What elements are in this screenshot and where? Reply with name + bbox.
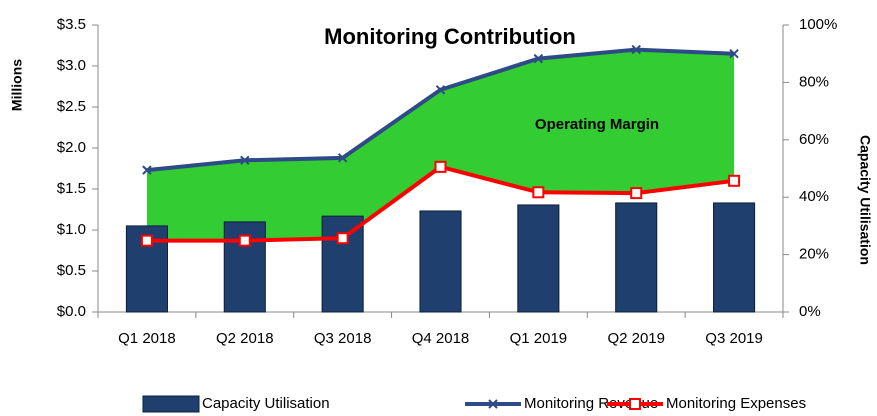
bar <box>419 210 462 313</box>
y2-tick-label: 80% <box>799 73 829 90</box>
legend-label: Capacity Utilisation <box>202 395 330 412</box>
y2-axis-title: Capacity Utilisation <box>857 135 873 265</box>
y2-tick-label: 40% <box>799 188 829 205</box>
x-tick-label: Q3 2018 <box>314 330 372 347</box>
y2-tick-label: 20% <box>799 246 829 263</box>
y-tick-label: $1.0 <box>57 221 86 238</box>
y-axis-title: Millions <box>9 59 25 111</box>
annotation: Operating Margin <box>535 116 659 133</box>
legend-label: Monitoring Revenue <box>524 395 658 412</box>
marker <box>337 153 348 163</box>
y-tick-label: $3.5 <box>57 16 86 33</box>
legend-label: Monitoring Expenses <box>666 395 806 412</box>
marker <box>729 48 739 59</box>
marker <box>140 234 153 247</box>
x-tick-label: Q3 2019 <box>705 330 763 347</box>
marker <box>435 85 446 95</box>
x-tick-label: Q2 2018 <box>216 330 274 347</box>
x-tick-label: Q1 2019 <box>510 330 568 347</box>
bar <box>517 204 560 313</box>
marker <box>336 232 349 245</box>
y2-tick-label: 60% <box>799 131 829 148</box>
y-tick-label: $2.0 <box>57 139 86 156</box>
marker <box>488 399 498 409</box>
marker <box>240 155 250 166</box>
marker <box>434 160 447 173</box>
y-tick-label: $0.5 <box>57 262 86 279</box>
marker <box>238 234 251 247</box>
y-tick-label: $0.0 <box>57 303 86 320</box>
y-tick-label: $2.5 <box>57 98 86 115</box>
chart-title: Monitoring Contribution <box>324 24 576 49</box>
y2-tick-label: 0% <box>799 303 821 320</box>
marker <box>532 186 545 199</box>
bar <box>321 215 364 313</box>
y-tick-label: $3.0 <box>57 57 86 74</box>
marker <box>533 53 544 64</box>
bar <box>615 202 658 313</box>
y-tick-label: $1.5 <box>57 180 86 197</box>
marker <box>142 165 152 175</box>
margin-area <box>146 49 735 241</box>
bar <box>713 202 756 313</box>
marker <box>728 174 741 187</box>
x-tick-label: Q4 2018 <box>412 330 470 347</box>
marker <box>631 44 641 55</box>
x-tick-label: Q2 2019 <box>607 330 665 347</box>
y2-tick-label: 100% <box>799 16 837 33</box>
marker <box>629 398 641 410</box>
x-tick-label: Q1 2018 <box>118 330 176 347</box>
legend-swatch <box>142 395 200 413</box>
marker <box>630 187 643 200</box>
